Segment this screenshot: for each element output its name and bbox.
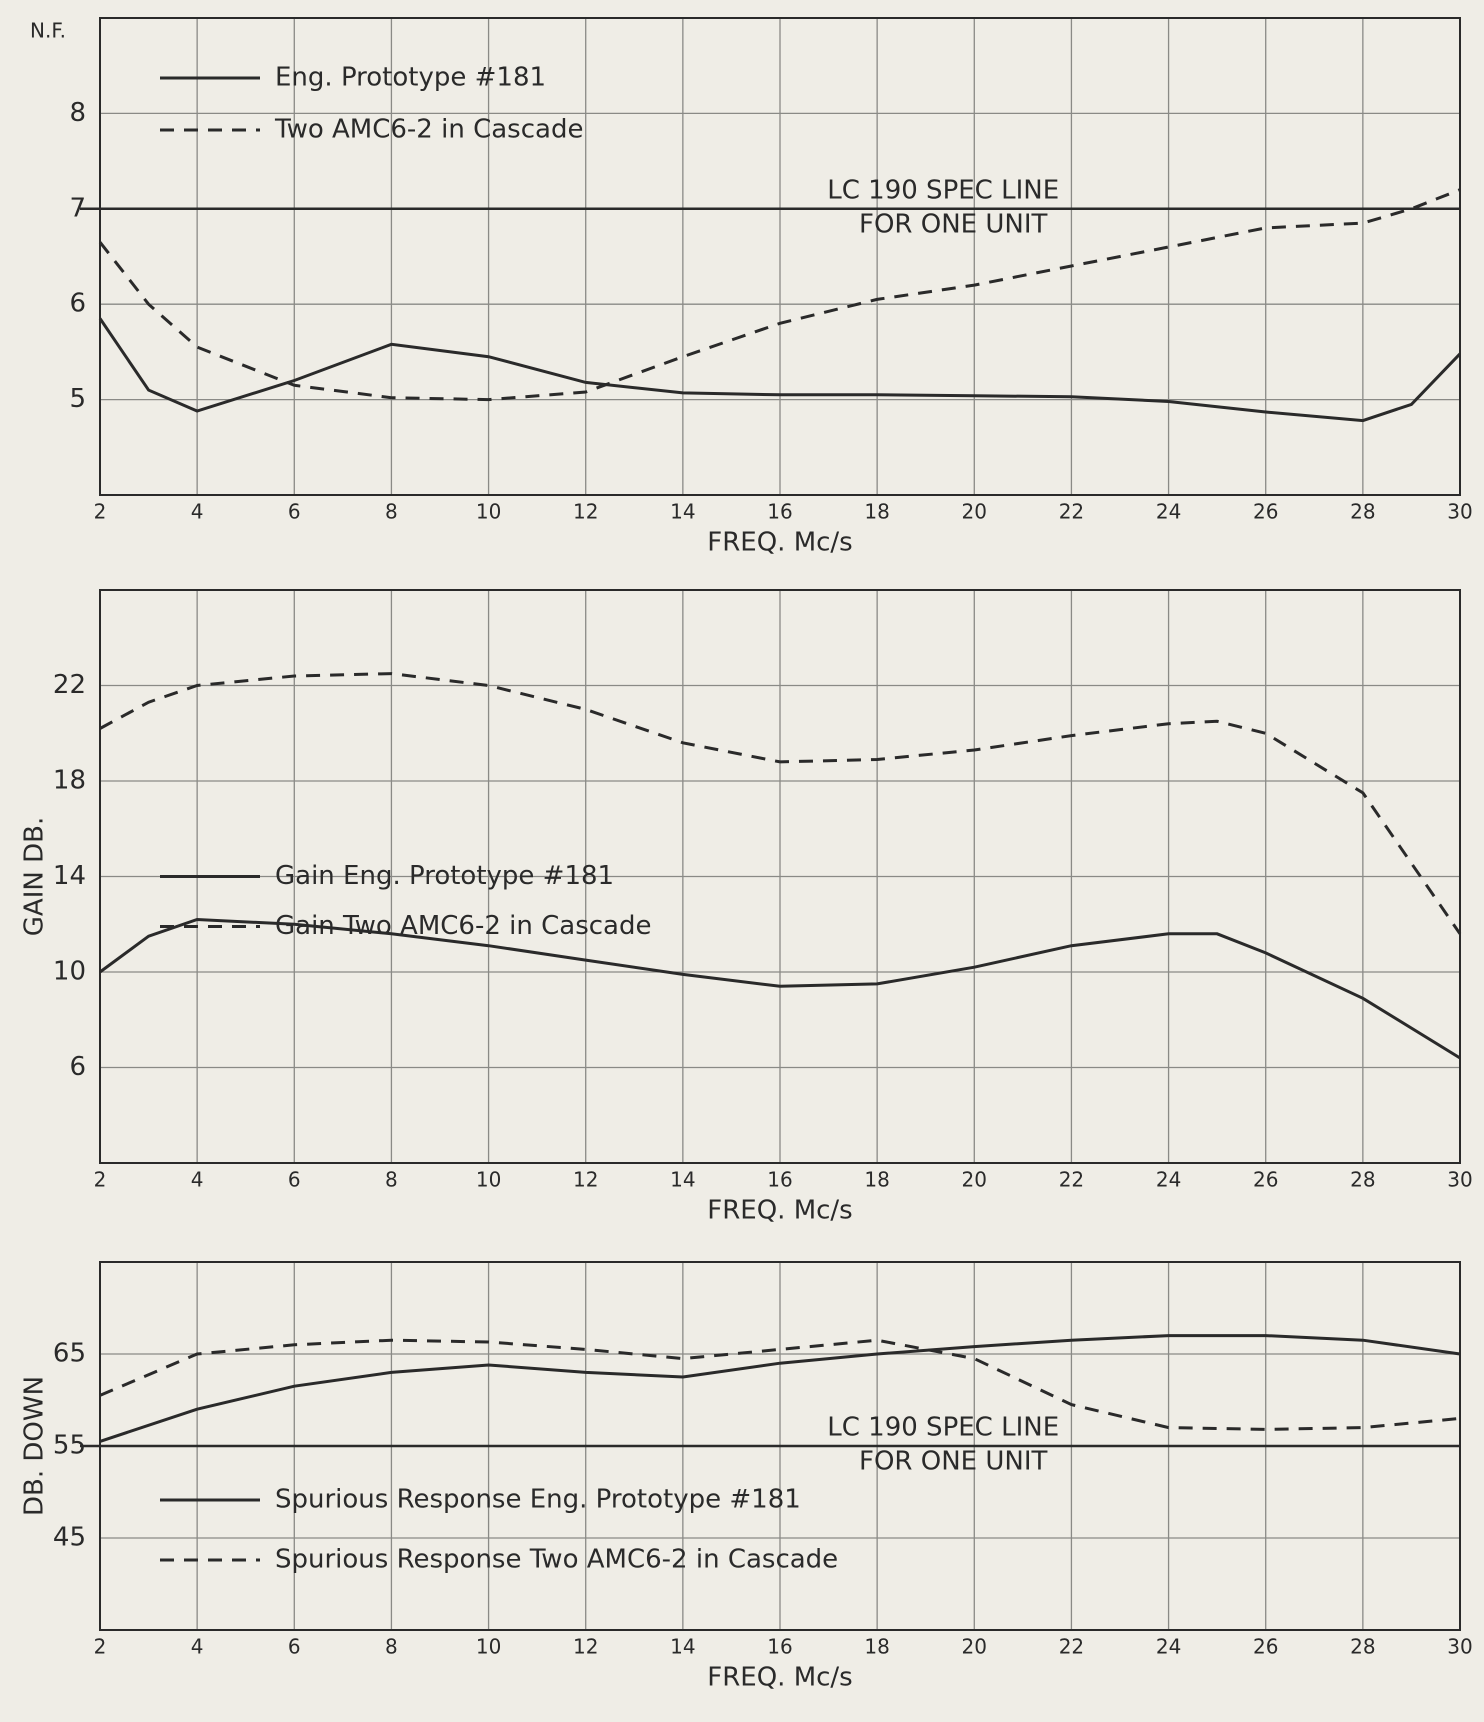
x-tick-label: 6: [288, 1635, 301, 1659]
x-axis-label: FREQ. Mc/s: [707, 1196, 852, 1226]
plot-frame: [99, 589, 1461, 1164]
x-tick-label: 24: [1156, 1168, 1181, 1192]
y-tick-label: 5: [69, 384, 86, 414]
x-tick-label: 30: [1447, 1168, 1472, 1192]
spec-sublabel: FOR ONE UNIT: [859, 1447, 1048, 1477]
y-tick-label: 14: [53, 861, 86, 891]
x-tick-label: 26: [1253, 500, 1278, 524]
y-tick-label: 45: [53, 1523, 86, 1553]
legend-label: Spurious Response Eng. Prototype #181: [275, 1485, 801, 1515]
x-tick-label: 10: [476, 1168, 501, 1192]
x-tick-label: 10: [476, 500, 501, 524]
x-tick-label: 18: [864, 500, 889, 524]
x-tick-label: 12: [573, 500, 598, 524]
x-tick-label: 24: [1156, 1635, 1181, 1659]
x-tick-label: 4: [191, 1635, 204, 1659]
x-tick-label: 8: [385, 500, 398, 524]
x-tick-label: 20: [962, 1168, 987, 1192]
series-line: [99, 1334, 1461, 1443]
x-tick-label: 14: [670, 500, 695, 524]
x-tick-label: 16: [767, 500, 792, 524]
x-tick-label: 20: [962, 1635, 987, 1659]
plot-frame: [99, 17, 1461, 496]
y-tick-label: 8: [69, 98, 86, 128]
x-tick-label: 8: [385, 1635, 398, 1659]
y-tick-label: 6: [69, 1052, 86, 1082]
x-tick-label: 22: [1059, 1635, 1084, 1659]
legend-label: Two AMC6-2 in Cascade: [274, 115, 583, 145]
x-tick-label: 12: [573, 1635, 598, 1659]
y-tick-label: 10: [53, 957, 86, 987]
x-tick-label: 20: [962, 500, 987, 524]
spec-label: LC 190 SPEC LINE: [827, 175, 1059, 205]
x-tick-label: 4: [191, 1168, 204, 1192]
legend-label: Eng. Prototype #181: [275, 63, 546, 93]
x-tick-label: 30: [1447, 500, 1472, 524]
x-tick-label: 22: [1059, 500, 1084, 524]
y-tick-label: 18: [53, 766, 86, 796]
x-tick-label: 8: [385, 1168, 398, 1192]
x-tick-label: 2: [94, 1168, 107, 1192]
y-tick-label: 7: [69, 193, 86, 223]
x-tick-label: 6: [288, 1168, 301, 1192]
series-line: [99, 672, 1462, 935]
series-line: [99, 1338, 1461, 1431]
series-line: [99, 917, 1461, 1060]
y-axis-label: GAIN DB.: [20, 817, 50, 936]
legend-label: Gain Eng. Prototype #181: [275, 861, 614, 891]
x-tick-label: 2: [94, 1635, 107, 1659]
y-axis-label: N.F.: [30, 19, 66, 43]
y-tick-label: 65: [53, 1339, 86, 1369]
series-line: [98, 317, 1462, 423]
x-axis-label: FREQ. Mc/s: [707, 528, 852, 558]
spec-sublabel: FOR ONE UNIT: [859, 209, 1048, 239]
x-tick-label: 28: [1350, 1635, 1375, 1659]
x-tick-label: 26: [1253, 1635, 1278, 1659]
x-tick-label: 16: [767, 1168, 792, 1192]
x-tick-label: 30: [1447, 1635, 1472, 1659]
y-tick-label: 6: [69, 289, 86, 319]
x-tick-label: 4: [191, 500, 204, 524]
x-tick-label: 18: [864, 1168, 889, 1192]
x-tick-label: 18: [864, 1635, 889, 1659]
x-tick-label: 14: [670, 1168, 695, 1192]
x-tick-label: 14: [670, 1635, 695, 1659]
x-tick-label: 22: [1059, 1168, 1084, 1192]
x-tick-label: 28: [1350, 500, 1375, 524]
legend-label: Spurious Response Two AMC6-2 in Cascade: [275, 1545, 838, 1575]
legend-label: Gain Two AMC6-2 in Cascade: [275, 911, 652, 941]
y-tick-label: 22: [53, 670, 86, 700]
x-tick-label: 24: [1156, 500, 1181, 524]
spec-label: LC 190 SPEC LINE: [827, 1413, 1059, 1443]
x-tick-label: 6: [288, 500, 301, 524]
y-axis-label: DB. DOWN: [20, 1376, 50, 1516]
x-tick-label: 10: [476, 1635, 501, 1659]
x-tick-label: 26: [1253, 1168, 1278, 1192]
series-line: [98, 188, 1461, 402]
x-tick-label: 16: [767, 1635, 792, 1659]
x-tick-label: 2: [94, 500, 107, 524]
x-axis-label: FREQ. Mc/s: [707, 1663, 852, 1693]
x-tick-label: 28: [1350, 1168, 1375, 1192]
x-tick-label: 12: [573, 1168, 598, 1192]
